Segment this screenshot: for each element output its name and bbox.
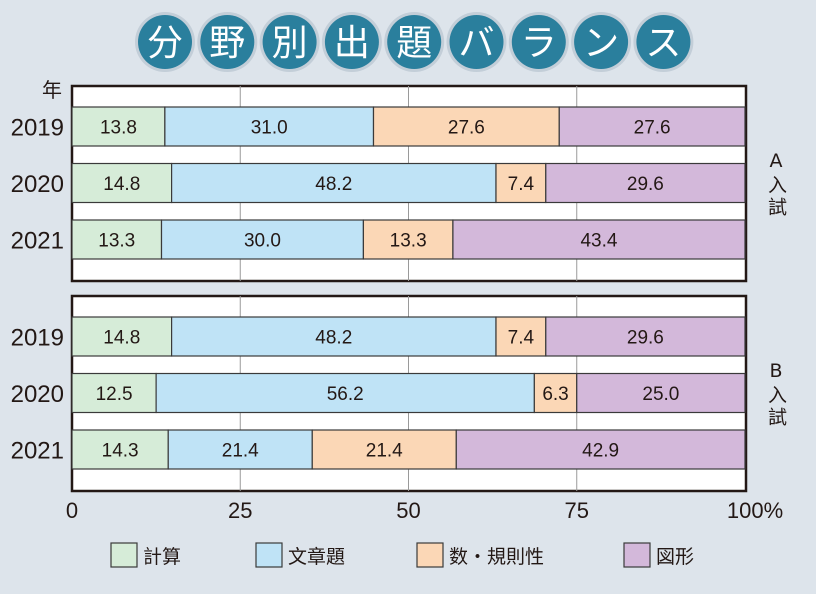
title-circle <box>574 15 629 69</box>
data-label: 27.6 <box>634 118 671 139</box>
data-label: 56.2 <box>327 384 364 405</box>
title-circle <box>511 15 566 69</box>
bar-segment <box>164 106 375 147</box>
bar-segment <box>495 162 547 204</box>
title-circle <box>138 15 192 69</box>
bar-segment <box>71 219 163 260</box>
title-circle <box>324 15 379 69</box>
data-label: 13.3 <box>390 231 427 252</box>
panel-label-a: A入試 <box>765 150 787 219</box>
data-label: 13.8 <box>100 118 137 139</box>
data-label: 48.2 <box>315 174 352 195</box>
x-tick-label: 0 <box>66 498 78 523</box>
bar-segment <box>545 162 746 204</box>
title-char: ン <box>583 22 619 63</box>
bar-segment <box>155 372 535 414</box>
title-circle <box>387 15 442 69</box>
bar-segment <box>558 106 746 147</box>
title-circle <box>200 15 255 69</box>
legend-swatch <box>416 542 444 568</box>
data-label: 48.2 <box>315 328 352 349</box>
title-circle <box>449 15 504 69</box>
data-label: 6.3 <box>542 384 568 405</box>
year-label: 2019 <box>11 325 64 352</box>
year-label: 2020 <box>11 381 64 408</box>
legend-swatch <box>255 542 283 568</box>
data-label: 29.6 <box>627 174 664 195</box>
data-label: 7.4 <box>508 174 535 195</box>
data-label: 13.3 <box>98 231 135 252</box>
bar-segment <box>167 429 313 470</box>
bar-segment <box>545 316 746 357</box>
year-axis-label: 年 <box>42 78 62 102</box>
bar-segment <box>455 429 746 470</box>
legend-swatch <box>623 542 651 568</box>
data-label: 14.8 <box>103 328 140 349</box>
title-circle <box>636 15 691 69</box>
title-char: ス <box>645 22 681 63</box>
legend-label: 文章題 <box>288 546 345 568</box>
data-label: 21.4 <box>366 441 403 462</box>
data-label: 7.4 <box>508 328 535 349</box>
data-label: 14.8 <box>103 174 140 195</box>
title-char: バ <box>458 22 494 63</box>
legend-swatch <box>110 542 138 568</box>
data-label: 43.4 <box>580 231 617 252</box>
bar-segment <box>533 372 578 414</box>
title-circle <box>262 15 317 69</box>
data-label: 31.0 <box>251 118 288 139</box>
x-tick-label: 50 <box>396 498 420 523</box>
year-label: 2020 <box>11 171 64 198</box>
title-char: ラ <box>521 22 557 63</box>
title-char: 出 <box>334 22 370 63</box>
data-label: 42.9 <box>582 441 619 462</box>
data-label: 12.5 <box>96 384 133 405</box>
bar-segment <box>71 372 157 414</box>
bar-segment <box>71 316 173 357</box>
data-label: 30.0 <box>244 231 281 252</box>
data-label: 25.0 <box>642 384 679 405</box>
data-label: 29.6 <box>627 328 664 349</box>
bar-segment <box>71 429 169 470</box>
legend-label: 計算 <box>143 546 181 568</box>
bar-segment <box>171 162 497 204</box>
year-label: 2021 <box>11 228 64 255</box>
title-char: 分 <box>147 22 183 63</box>
title-char: 題 <box>396 22 432 63</box>
x-tick-label: 25 <box>228 498 252 523</box>
title-char: 野 <box>209 22 245 63</box>
year-label: 2019 <box>11 115 64 142</box>
panel-label-b: B入試 <box>765 360 787 429</box>
bar-segment <box>452 219 746 260</box>
bar-segment <box>160 219 365 260</box>
legend-label: 図形 <box>656 546 694 568</box>
data-label: 21.4 <box>222 441 259 462</box>
title-char: 別 <box>272 22 308 63</box>
x-tick-label: 100% <box>727 498 783 523</box>
x-tick-label: 75 <box>565 498 589 523</box>
year-label: 2021 <box>11 438 64 465</box>
data-label: 27.6 <box>448 118 485 139</box>
data-label: 14.3 <box>102 441 139 462</box>
legend-label: 数・規則性 <box>449 546 544 568</box>
bar-segment <box>576 372 746 414</box>
